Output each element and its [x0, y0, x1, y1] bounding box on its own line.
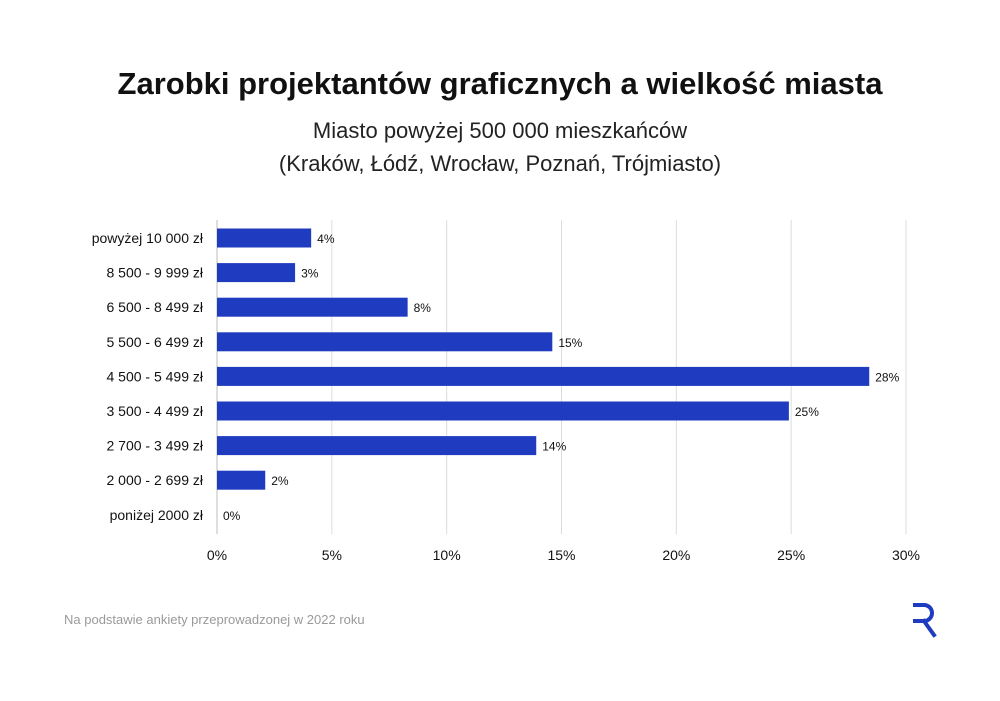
data-label: 14% — [542, 440, 566, 454]
bar — [217, 297, 408, 317]
data-label: 4% — [317, 232, 335, 246]
chart-subtitle-line1: Miasto powyżej 500 000 mieszkańców — [312, 118, 688, 143]
data-label: 15% — [558, 336, 582, 350]
labels: 0% 5% 10% 15% 20% 25% 30% powyżej 10 000 zł 4% 8 … — [92, 230, 920, 563]
category-label: poniżej 2000 zł — [110, 507, 204, 523]
x-tick-label: 25% — [777, 547, 805, 563]
category-label: 6 500 - 8 499 zł — [106, 299, 203, 315]
x-tick-label: 10% — [433, 547, 461, 563]
bar — [217, 436, 537, 456]
data-label: 2% — [271, 474, 289, 488]
x-tick-label: 0% — [207, 547, 227, 563]
bars — [217, 228, 870, 490]
category-label: 3 500 - 4 499 zł — [106, 403, 203, 419]
x-tick-label: 5% — [322, 547, 342, 563]
bar — [217, 228, 312, 248]
data-label: 0% — [223, 509, 241, 523]
category-label: 4 500 - 5 499 zł — [106, 368, 203, 384]
bar — [217, 332, 553, 352]
data-label: 28% — [875, 370, 899, 384]
category-label: powyżej 10 000 zł — [92, 230, 204, 246]
bar — [217, 401, 789, 421]
x-tick-label: 20% — [662, 547, 690, 563]
data-label: 8% — [414, 301, 432, 315]
bar — [217, 470, 266, 490]
category-label: 5 500 - 6 499 zł — [106, 334, 203, 350]
category-label: 2 000 - 2 699 zł — [106, 472, 203, 488]
bar — [217, 366, 870, 386]
category-label: 2 700 - 3 499 zł — [106, 438, 203, 454]
data-label: 25% — [795, 405, 819, 419]
source-footnote: Na podstawie ankiety przeprowadzonej w 2… — [64, 612, 365, 627]
r-logo-icon — [913, 603, 937, 638]
data-label: 3% — [301, 267, 319, 281]
chart-title: Zarobki projektantów graficznych a wielk… — [117, 66, 883, 101]
bar — [217, 263, 296, 283]
chart-subtitle-line2: (Kraków, Łódź, Wrocław, Poznań, Trójmias… — [278, 151, 722, 176]
x-tick-label: 15% — [547, 547, 575, 563]
category-label: 8 500 - 9 999 zł — [106, 265, 203, 281]
x-tick-label: 30% — [892, 547, 920, 563]
